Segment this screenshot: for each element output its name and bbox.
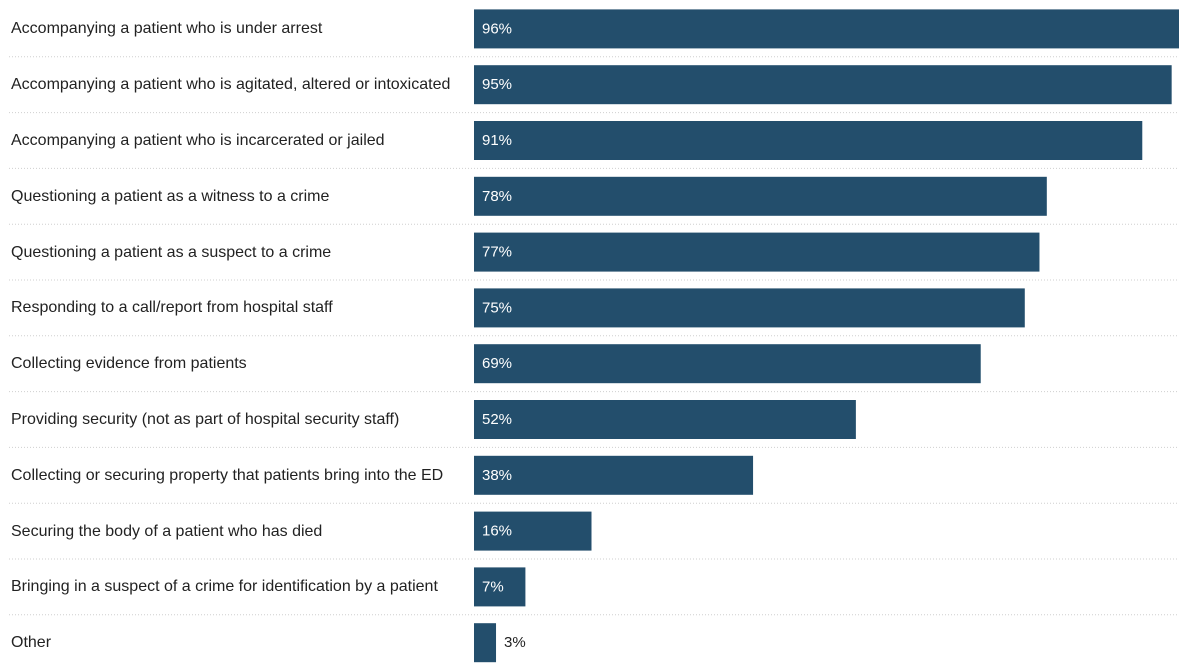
category-label-1: Accompanying a patient who is agitated, … bbox=[11, 57, 466, 113]
bar-9 bbox=[474, 511, 592, 551]
bar-3 bbox=[474, 176, 1047, 216]
category-label-5: Responding to a call/report from hospita… bbox=[11, 280, 466, 336]
category-label-0: Accompanying a patient who is under arre… bbox=[11, 1, 466, 57]
value-label-4: 77% bbox=[482, 244, 512, 261]
category-label-text: Responding to a call/report from hospita… bbox=[11, 299, 333, 317]
value-label-11: 3% bbox=[504, 634, 526, 651]
bar-8 bbox=[474, 455, 754, 495]
value-label-0: 96% bbox=[482, 20, 512, 37]
category-label-text: Questioning a patient as a witness to a … bbox=[11, 187, 330, 205]
value-label-7: 52% bbox=[482, 411, 512, 428]
value-label-6: 69% bbox=[482, 355, 512, 372]
bar-5 bbox=[474, 288, 1025, 328]
category-label-text: Questioning a patient as a suspect to a … bbox=[11, 243, 332, 261]
category-label-text: Accompanying a patient who is incarcerat… bbox=[11, 131, 385, 149]
category-label-9: Securing the body of a patient who has d… bbox=[11, 503, 466, 559]
value-label-2: 91% bbox=[482, 132, 512, 149]
bar-7 bbox=[474, 400, 856, 439]
category-label-4: Questioning a patient as a suspect to a … bbox=[11, 224, 466, 280]
category-label-11: Other bbox=[11, 615, 466, 671]
category-label-8: Collecting or securing property that pat… bbox=[11, 447, 466, 503]
bar-4 bbox=[474, 232, 1040, 272]
bar-6 bbox=[474, 344, 981, 384]
category-label-text: Collecting evidence from patients bbox=[11, 355, 247, 373]
value-label-10: 7% bbox=[482, 578, 504, 595]
bar-0 bbox=[474, 9, 1179, 49]
category-label-text: Accompanying a patient who is agitated, … bbox=[11, 76, 451, 94]
category-label-3: Questioning a patient as a witness to a … bbox=[11, 168, 466, 224]
category-label-text: Accompanying a patient who is under arre… bbox=[11, 20, 323, 38]
category-label-2: Accompanying a patient who is incarcerat… bbox=[11, 113, 466, 169]
value-label-9: 16% bbox=[482, 523, 512, 540]
category-label-7: Providing security (not as part of hospi… bbox=[11, 392, 466, 448]
category-label-text: Other bbox=[11, 634, 52, 652]
category-label-6: Collecting evidence from patients bbox=[11, 336, 466, 392]
bar-1 bbox=[474, 65, 1172, 105]
bar-2 bbox=[474, 121, 1143, 160]
category-label-text: Providing security (not as part of hospi… bbox=[11, 410, 400, 428]
category-label-text: Collecting or securing property that pat… bbox=[11, 466, 444, 484]
value-label-3: 78% bbox=[482, 188, 512, 205]
bar-11 bbox=[474, 623, 497, 663]
value-label-5: 75% bbox=[482, 299, 512, 316]
value-label-8: 38% bbox=[482, 467, 512, 484]
bar-10 bbox=[474, 567, 526, 607]
category-label-10: Bringing in a suspect of a crime for ide… bbox=[11, 559, 466, 615]
category-label-text: Bringing in a suspect of a crime for ide… bbox=[11, 578, 438, 596]
value-label-1: 95% bbox=[482, 76, 512, 93]
category-label-text: Securing the body of a patient who has d… bbox=[11, 522, 323, 540]
